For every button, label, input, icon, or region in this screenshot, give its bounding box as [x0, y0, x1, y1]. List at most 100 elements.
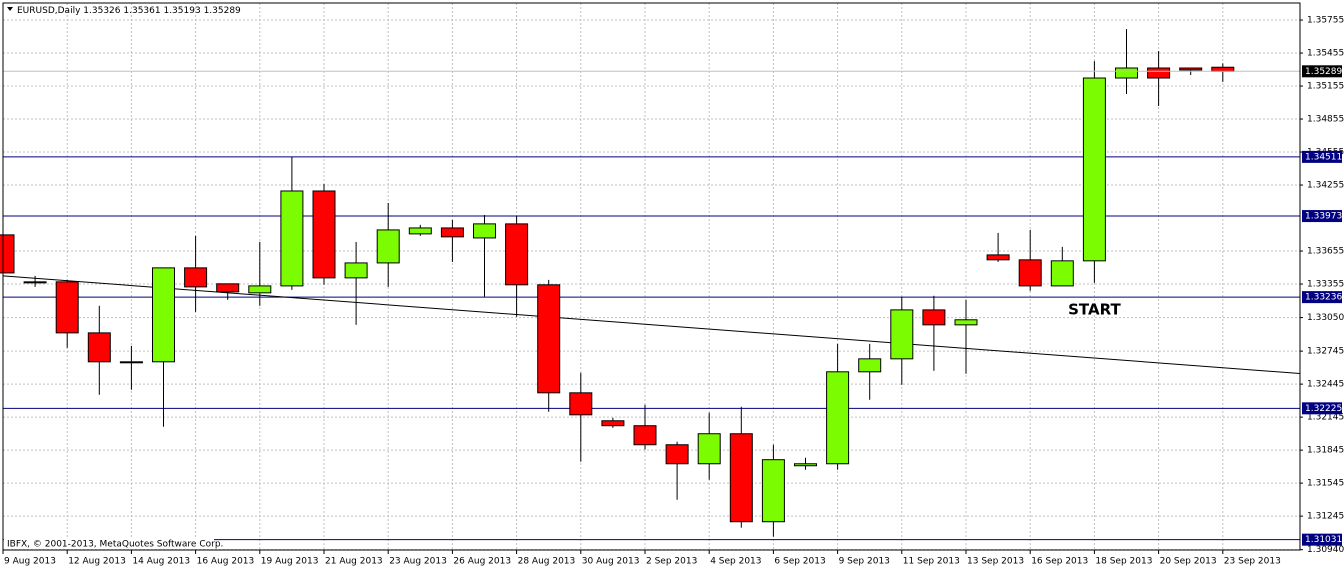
candle-body [601, 420, 625, 427]
x-tick-label: 26 Aug 2013 [453, 557, 511, 567]
x-tick-label: 13 Sep 2013 [967, 557, 1024, 567]
y-tick-label: 1.35755 [1307, 16, 1344, 26]
candle-body [826, 371, 850, 465]
candle-body [55, 281, 79, 334]
x-tick-label: 16 Aug 2013 [197, 557, 255, 567]
candle-body [216, 283, 240, 293]
candle-body [1147, 67, 1171, 79]
candle-body [537, 284, 561, 394]
candle-body [1018, 259, 1042, 287]
watermark: IBFX, © 2001-2013, MetaQuotes Software C… [7, 540, 223, 550]
level-label: 1.32225 [1305, 404, 1342, 414]
candle-body [890, 309, 914, 360]
candle-body [376, 229, 400, 264]
candle-body [473, 223, 496, 239]
x-tick-label: 9 Sep 2013 [839, 557, 890, 567]
ohlc-close: 1.35289 [204, 6, 241, 16]
x-tick-label: 23 Aug 2013 [389, 557, 447, 567]
candle-body [633, 425, 657, 446]
level-label-box [1302, 533, 1342, 546]
candle-body [440, 227, 464, 238]
candle-body [858, 358, 882, 373]
level-label-box [1302, 402, 1342, 415]
y-tick-label: 1.31545 [1307, 479, 1344, 489]
y-tick-label: 1.31245 [1307, 512, 1344, 522]
candle-body [408, 227, 432, 235]
candle-body [954, 319, 978, 326]
y-tick-label: 1.35455 [1307, 49, 1344, 59]
ohlc-high: 1.35361 [123, 6, 160, 16]
candle-body [119, 361, 143, 364]
x-tick-label: 14 Aug 2013 [132, 557, 190, 567]
y-tick-label: 1.32445 [1307, 380, 1344, 390]
y-tick-label: 1.33355 [1307, 280, 1344, 290]
candle-body [794, 463, 817, 467]
level-label: 1.34511 [1305, 152, 1342, 162]
y-tick-label: 1.30940 [1307, 545, 1344, 555]
x-tick-label: 19 Aug 2013 [261, 557, 319, 567]
x-tick-label: 28 Aug 2013 [518, 557, 576, 567]
x-tick-label: 6 Sep 2013 [774, 557, 825, 567]
y-tick-label: 1.32145 [1307, 413, 1344, 423]
x-tick-label: 12 Aug 2013 [68, 557, 126, 567]
candle-body [344, 262, 368, 279]
candle-body [665, 444, 689, 465]
candle-body [1179, 67, 1203, 71]
y-tick-label: 1.31845 [1307, 446, 1344, 456]
price-label: 1.35289 [1305, 67, 1342, 77]
annotation: START [1068, 300, 1121, 318]
x-tick-label: 11 Sep 2013 [903, 557, 960, 567]
axes: 1.357551.354551.351551.348551.345551.342… [2, 16, 1344, 567]
x-tick-label: 4 Sep 2013 [710, 557, 761, 567]
ohlc-low: 1.35193 [163, 6, 200, 16]
y-tick-label: 1.34855 [1307, 115, 1344, 125]
level-label: 1.33236 [1305, 293, 1342, 303]
level-label: 1.33973 [1305, 212, 1342, 222]
candle-body [922, 309, 946, 326]
candle-body [0, 234, 15, 274]
candle-body [1211, 66, 1235, 72]
candle-body [729, 433, 753, 523]
y-tick-label: 1.33050 [1307, 313, 1344, 323]
candle-body [761, 459, 785, 523]
candle-body [1050, 260, 1074, 287]
y-tick-label: 1.33655 [1307, 247, 1344, 257]
candle-body [697, 433, 721, 465]
x-tick-label: 18 Sep 2013 [1095, 557, 1152, 567]
candle-body [23, 281, 47, 284]
candle-body [505, 223, 529, 286]
level-label-box [1302, 210, 1342, 223]
header: EURUSD,Daily 1.35326 1.35361 1.35193 1.3… [7, 6, 241, 16]
x-tick-label: 2 Sep 2013 [646, 557, 697, 567]
level-label-box [1302, 150, 1342, 163]
candle-body [1115, 67, 1138, 79]
candle-body [87, 332, 111, 363]
candle-body [184, 267, 208, 288]
x-tick-label: 21 Aug 2013 [325, 557, 383, 567]
candle-body [152, 267, 175, 363]
menu-arrow[interactable] [7, 7, 13, 11]
x-tick-label: 9 Aug 2013 [4, 557, 56, 567]
watermark-bg [4, 538, 214, 549]
plot: START [0, 29, 1301, 541]
ohlc-open: 1.35326 [83, 6, 120, 16]
candle-body [1082, 77, 1106, 262]
plot-frame [2, 2, 1301, 551]
price-label-box [1302, 65, 1342, 78]
y-tick-label: 1.35155 [1307, 82, 1344, 92]
candle-body [248, 285, 272, 294]
level-label-box [1302, 291, 1342, 304]
y-tick-label: 1.32745 [1307, 347, 1344, 357]
symbol: EURUSD,Daily [17, 6, 81, 16]
candle-body [569, 392, 593, 416]
x-tick-label: 20 Sep 2013 [1160, 557, 1217, 567]
x-tick-label: 30 Aug 2013 [582, 557, 640, 567]
x-tick-label: 23 Sep 2013 [1224, 557, 1281, 567]
level-label: 1.31031 [1305, 535, 1342, 545]
y-tick-label: 1.34255 [1307, 181, 1344, 191]
candle-body [280, 190, 304, 287]
chart-title: EURUSD,Daily 1.35326 1.35361 1.35193 1.3… [17, 6, 241, 16]
candle-body [312, 190, 336, 279]
